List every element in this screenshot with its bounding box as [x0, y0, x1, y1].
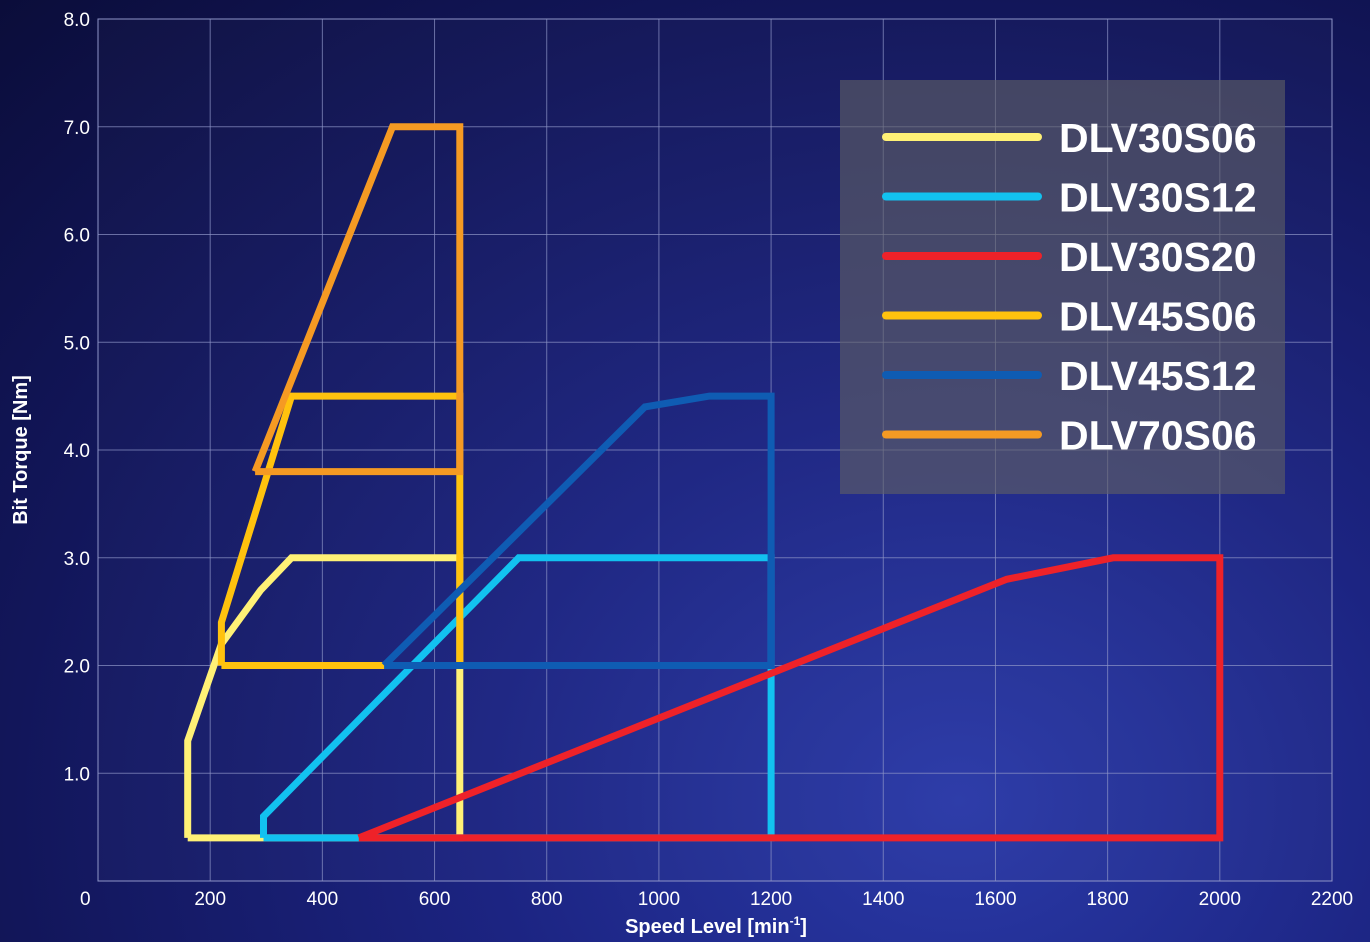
y-tick-label: 1.0	[64, 764, 90, 785]
y-tick-label: 7.0	[64, 118, 90, 139]
x-tick-label: 200	[194, 889, 226, 910]
x-tick-label: 800	[531, 889, 563, 910]
y-tick-label: 4.0	[64, 441, 90, 462]
x-tick-label: 1000	[638, 889, 680, 910]
series-line-dlv30s20	[357, 554, 1224, 842]
y-tick-label: 8.0	[64, 10, 90, 31]
axis-titles: Speed Level [min-1] Bit Torque [Nm]	[10, 375, 807, 938]
x-tick-label: 0	[80, 889, 91, 910]
legend-label: DLV30S06	[1059, 115, 1257, 161]
x-tick-label: 1600	[974, 889, 1016, 910]
legend: DLV30S06 DLV30S12 DLV30S20 DLV45S06 DLV45S12…	[840, 80, 1285, 494]
series-line-dlv45s12	[381, 392, 775, 669]
legend-label: DLV45S12	[1059, 353, 1257, 399]
legend-label: DLV70S06	[1059, 413, 1257, 459]
x-tick-label: 400	[307, 889, 339, 910]
series-line-dlv70s06	[251, 123, 464, 476]
tick-labels: 0 200 400 600 800 1000 1200 1400 1600 1800 2000 220…	[64, 10, 1354, 910]
x-tick-label: 1400	[862, 889, 904, 910]
y-tick-label: 3.0	[64, 549, 90, 570]
x-tick-label: 1200	[750, 889, 792, 910]
y-axis-title: Bit Torque [Nm]	[10, 375, 32, 525]
legend-label: DLV45S06	[1059, 294, 1257, 340]
legend-label: DLV30S20	[1059, 234, 1257, 280]
series-layer	[184, 123, 1224, 842]
y-tick-label: 6.0	[64, 226, 90, 247]
y-tick-label: 5.0	[64, 333, 90, 354]
x-tick-label: 2000	[1199, 889, 1241, 910]
x-tick-label: 2200	[1311, 889, 1353, 910]
series-line-dlv30s06	[184, 554, 464, 842]
y-tick-label: 2.0	[64, 657, 90, 678]
x-tick-label: 1800	[1086, 889, 1128, 910]
legend-box	[840, 80, 1285, 494]
x-axis-title: Speed Level [min-1]	[625, 914, 807, 938]
legend-label: DLV30S12	[1059, 175, 1257, 221]
x-tick-label: 600	[419, 889, 451, 910]
